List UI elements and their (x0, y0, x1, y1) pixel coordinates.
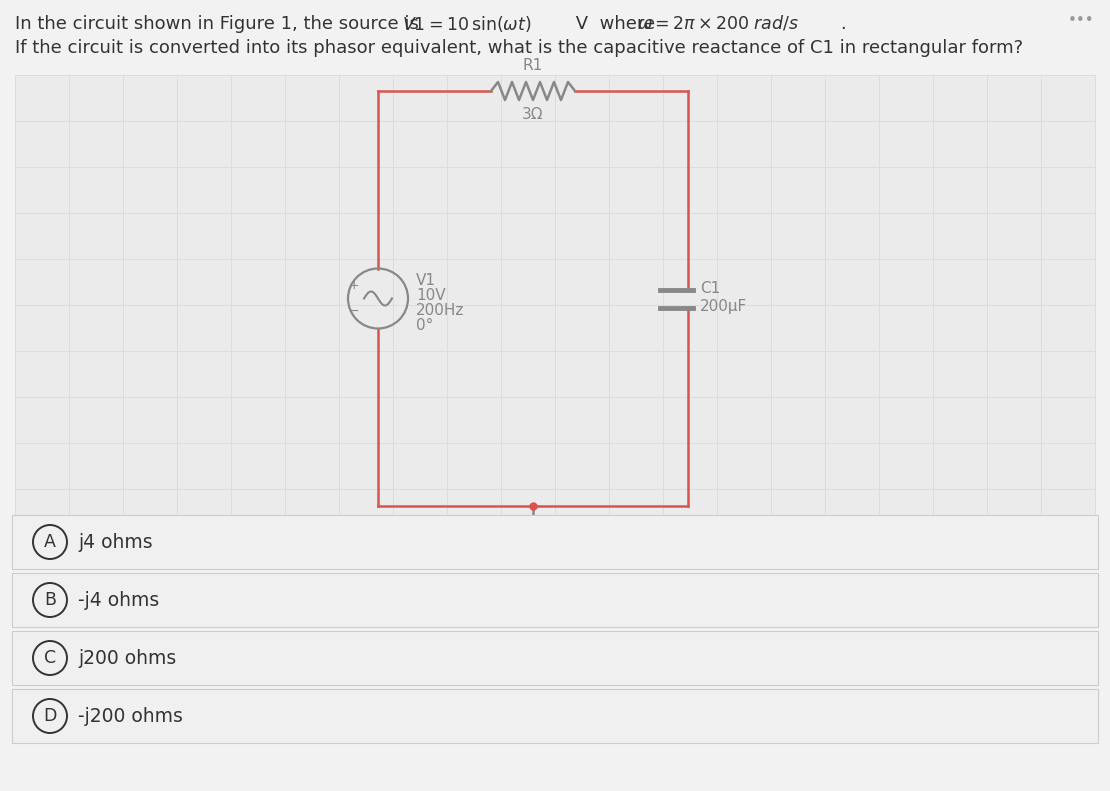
Text: •••: ••• (1068, 13, 1094, 28)
Text: V1: V1 (416, 273, 436, 288)
Text: A: A (44, 533, 56, 551)
Bar (12, 573, 1098, 627)
Text: 3Ω: 3Ω (522, 107, 544, 122)
Text: 200μF: 200μF (700, 299, 747, 314)
Text: −: − (349, 305, 360, 318)
Text: C1: C1 (700, 281, 720, 296)
Text: B: B (44, 591, 56, 609)
Text: j200 ohms: j200 ohms (78, 649, 176, 668)
Text: +: + (349, 279, 360, 292)
Text: 0°: 0° (416, 318, 433, 333)
Text: D: D (43, 707, 57, 725)
Text: FIGURE 1: FIGURE 1 (16, 543, 90, 558)
Text: R1: R1 (523, 58, 543, 73)
Bar (12, 631, 1098, 685)
Bar (12, 689, 1098, 743)
Text: 200Hz: 200Hz (416, 303, 464, 318)
Text: C: C (44, 649, 57, 667)
Text: -j200 ohms: -j200 ohms (78, 706, 183, 725)
Text: 10V: 10V (416, 288, 445, 303)
Text: In the circuit shown in Figure 1, the source is: In the circuit shown in Figure 1, the so… (16, 15, 425, 33)
Bar (16, 75, 1094, 535)
Text: -j4 ohms: -j4 ohms (78, 591, 159, 610)
Bar (12, 515, 1098, 569)
Text: $\mathit{\omega = 2\pi \times 200\;rad/s}$: $\mathit{\omega = 2\pi \times 200\;rad/s… (637, 14, 799, 33)
Text: j4 ohms: j4 ohms (78, 532, 153, 551)
Text: .: . (840, 15, 846, 33)
Text: V  where: V where (571, 15, 660, 33)
Text: If the circuit is converted into its phasor equivalent, what is the capacitive r: If the circuit is converted into its pha… (16, 39, 1023, 57)
Text: $\mathit{V1} = 10\,\sin(\omega t)$: $\mathit{V1} = 10\,\sin(\omega t)$ (402, 14, 532, 34)
